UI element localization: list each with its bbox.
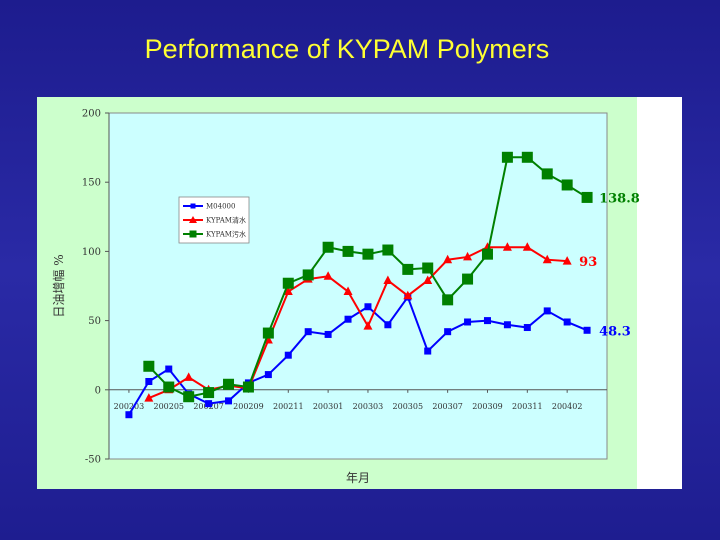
data-point <box>464 318 472 326</box>
y-tick-labels: -50 0 50 100 150 200 <box>82 109 101 466</box>
x-tick-label: 200209 <box>233 402 264 411</box>
data-point <box>443 254 453 264</box>
data-point <box>203 387 215 399</box>
x-tick-label: 200309 <box>472 402 503 411</box>
x-tick-label: 200311 <box>512 402 543 411</box>
legend-marker <box>190 203 196 209</box>
data-point <box>283 286 293 296</box>
data-point <box>521 151 533 163</box>
data-point <box>424 347 432 355</box>
data-point <box>322 241 334 253</box>
data-point <box>262 327 274 339</box>
y-axis-label: 日油增幅 % <box>51 254 66 317</box>
legend-marker <box>189 230 197 238</box>
legend-marker <box>189 216 197 223</box>
y-tick-label: 100 <box>82 247 101 258</box>
data-point <box>541 168 553 180</box>
x-tick-label: 200301 <box>313 402 344 411</box>
data-point <box>343 286 353 296</box>
data-point <box>324 330 332 338</box>
data-point <box>481 248 493 260</box>
data-point <box>125 411 133 419</box>
data-point <box>364 303 372 311</box>
data-point <box>205 400 213 408</box>
x-tick-label: 200305 <box>393 402 424 411</box>
data-point <box>323 271 333 280</box>
data-point <box>145 377 153 385</box>
x-tick-label: 200205 <box>153 402 184 411</box>
data-point <box>422 262 434 274</box>
data-point <box>183 391 195 403</box>
data-point <box>463 251 473 261</box>
data-point <box>583 326 591 334</box>
data-point <box>225 397 233 405</box>
data-point <box>522 242 532 251</box>
legend: M04000 KYPAM清水 KYPAM污水 <box>178 196 250 244</box>
data-point <box>362 248 374 260</box>
end-labels: 48.3 93 138.8 <box>579 191 640 339</box>
data-point <box>184 372 194 381</box>
data-point <box>382 244 394 256</box>
legend-label: KYPAM清水 <box>206 216 246 225</box>
data-point <box>165 365 173 373</box>
data-point <box>423 275 433 284</box>
x-tick-label: 200303 <box>353 402 384 411</box>
x-tick-label: 200307 <box>432 402 463 411</box>
data-point <box>223 378 235 390</box>
data-point <box>402 263 414 275</box>
data-point <box>483 317 491 325</box>
data-point <box>302 269 314 281</box>
data-point <box>482 242 492 251</box>
data-point <box>363 321 373 330</box>
data-point <box>163 381 175 393</box>
legend-label: M04000 <box>206 203 235 211</box>
data-point <box>383 275 393 284</box>
data-point <box>542 254 552 264</box>
data-point <box>342 245 354 257</box>
data-point <box>143 360 155 372</box>
y-tick-label: 0 <box>95 385 101 396</box>
data-point <box>563 318 571 326</box>
data-point <box>543 307 551 315</box>
y-tick-label: 200 <box>82 109 101 120</box>
legend-label: KYPAM污水 <box>206 230 246 239</box>
x-tick-label: 200203 <box>114 402 145 411</box>
data-point <box>344 315 352 323</box>
series-end-label: 93 <box>579 255 597 270</box>
x-tick-label: 200211 <box>273 402 304 411</box>
data-point <box>264 371 272 379</box>
data-point <box>384 321 392 329</box>
data-point <box>523 324 531 332</box>
data-point <box>503 321 511 329</box>
data-point <box>562 256 572 265</box>
axes <box>105 112 607 460</box>
data-point <box>561 179 573 191</box>
data-point <box>282 277 294 289</box>
data-point <box>444 328 452 336</box>
data-point <box>403 290 413 300</box>
series-end-label: 138.8 <box>599 191 640 206</box>
data-point <box>284 351 292 359</box>
data-point <box>581 191 593 203</box>
y-tick-label: 50 <box>88 316 101 327</box>
series-group <box>125 151 593 419</box>
data-point <box>442 294 454 306</box>
data-point <box>242 381 254 393</box>
series-3 <box>143 151 593 403</box>
y-tick-label: 150 <box>82 178 101 189</box>
y-tick-label: -50 <box>85 455 101 466</box>
series-end-label: 48.3 <box>599 324 631 339</box>
x-axis-label: 年月 <box>346 471 370 485</box>
data-point <box>462 273 474 285</box>
slide-title: Performance of KYPAM Polymers <box>144 34 550 64</box>
data-point <box>502 242 512 251</box>
data-point <box>501 151 513 163</box>
data-point <box>144 393 154 402</box>
data-point <box>304 328 312 336</box>
x-tick-label: 200402 <box>552 402 583 411</box>
